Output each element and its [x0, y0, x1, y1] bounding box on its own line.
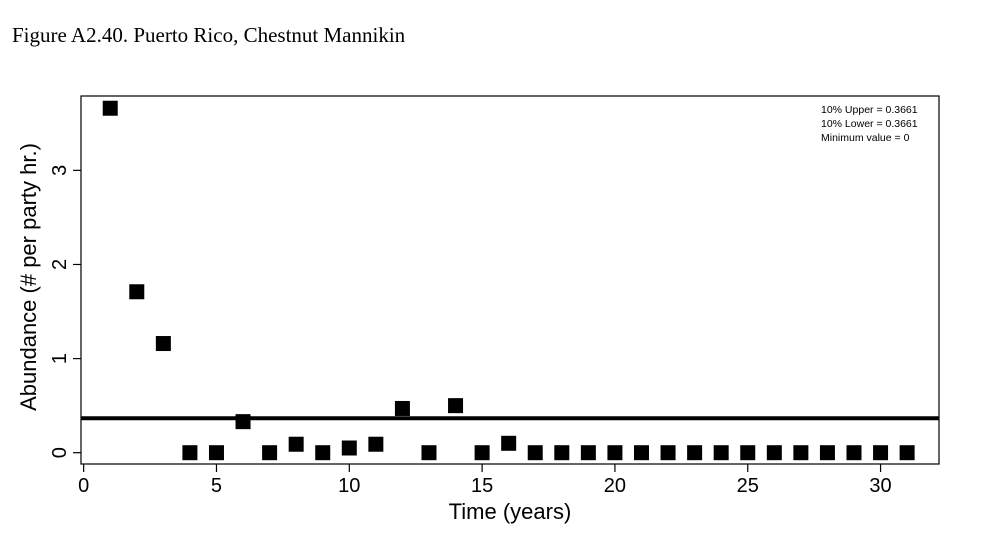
data-point — [687, 445, 703, 461]
annotation-box: 10% Upper = 0.3661 10% Lower = 0.3661 Mini… — [821, 104, 918, 144]
data-point — [633, 445, 649, 461]
x-tick-label: 30 — [869, 475, 891, 497]
plot-frame — [80, 95, 940, 465]
data-point — [341, 440, 357, 456]
x-tick-label: 25 — [737, 475, 759, 497]
data-points — [102, 100, 915, 461]
data-point — [182, 445, 198, 461]
data-point — [315, 445, 331, 461]
data-point — [155, 336, 171, 352]
data-point — [394, 400, 410, 416]
annotation-line: 10% Upper = 0.3661 — [821, 104, 918, 116]
x-tick-label: 5 — [211, 475, 222, 497]
x-axis-title: Time (years) — [449, 499, 572, 524]
data-point — [713, 445, 729, 461]
data-point — [421, 445, 437, 461]
data-point — [766, 445, 782, 461]
x-tick-label: 20 — [604, 475, 626, 497]
data-point — [899, 445, 915, 461]
data-point — [527, 445, 543, 461]
data-point — [846, 445, 862, 461]
data-point — [288, 436, 304, 452]
data-point — [607, 445, 623, 461]
data-point — [448, 398, 464, 414]
x-tick-label: 10 — [338, 475, 360, 497]
y-axis: 0 1 2 3 — [49, 165, 81, 458]
y-tick-label: 0 — [49, 447, 71, 458]
data-point — [262, 445, 278, 461]
data-point — [501, 435, 517, 451]
data-point — [740, 445, 756, 461]
y-axis-title: Abundance (# per party hr.) — [16, 143, 41, 411]
data-point — [368, 436, 384, 452]
data-point — [208, 445, 224, 461]
x-axis: 0 5 10 15 20 25 30 — [78, 464, 892, 497]
data-point — [580, 445, 596, 461]
data-point — [129, 284, 145, 300]
data-point — [873, 445, 889, 461]
x-tick-label: 0 — [78, 475, 89, 497]
data-point — [793, 445, 809, 461]
annotation-line: Minimum value = 0 — [821, 132, 910, 144]
data-point — [235, 414, 251, 430]
y-tick-label: 1 — [49, 353, 71, 364]
data-point — [474, 445, 490, 461]
y-tick-label: 2 — [49, 259, 71, 270]
x-tick-label: 15 — [471, 475, 493, 497]
data-point — [660, 445, 676, 461]
y-tick-label: 3 — [49, 165, 71, 176]
data-point — [819, 445, 835, 461]
data-point — [554, 445, 570, 461]
figure-title: Figure A2.40. Puerto Rico, Chestnut Mann… — [12, 23, 406, 47]
annotation-line: 10% Lower = 0.3661 — [821, 118, 918, 130]
data-point — [102, 100, 118, 116]
